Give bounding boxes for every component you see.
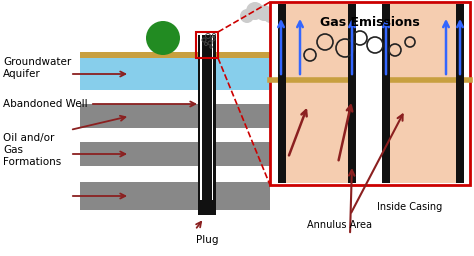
Bar <box>80 58 270 90</box>
Bar <box>278 4 464 183</box>
Bar <box>198 35 201 215</box>
Circle shape <box>256 5 272 21</box>
Circle shape <box>246 2 264 20</box>
Text: Plug: Plug <box>196 235 218 245</box>
Bar <box>198 35 216 215</box>
Bar <box>196 32 218 58</box>
Bar <box>382 4 390 183</box>
Bar <box>202 35 212 215</box>
Circle shape <box>146 21 180 55</box>
Bar <box>198 200 216 215</box>
Bar <box>456 4 464 183</box>
Bar <box>278 4 286 183</box>
Bar <box>80 142 270 166</box>
Circle shape <box>240 9 254 23</box>
Bar <box>80 182 270 210</box>
Bar <box>213 35 216 215</box>
Circle shape <box>264 11 276 23</box>
Text: Annulus Area: Annulus Area <box>308 220 373 230</box>
Text: Inside Casing: Inside Casing <box>377 202 443 212</box>
Bar <box>80 104 270 128</box>
Bar <box>356 4 382 183</box>
Text: Gas Emissions: Gas Emissions <box>320 16 420 28</box>
Bar <box>348 4 356 183</box>
Bar <box>80 52 270 58</box>
Text: Oil and/or
Gas
Formations: Oil and/or Gas Formations <box>3 133 61 167</box>
Text: Groundwater
Aquifer: Groundwater Aquifer <box>3 57 71 79</box>
Bar <box>270 2 470 185</box>
Bar <box>160 39 166 53</box>
Text: Abandoned Well: Abandoned Well <box>3 99 88 109</box>
